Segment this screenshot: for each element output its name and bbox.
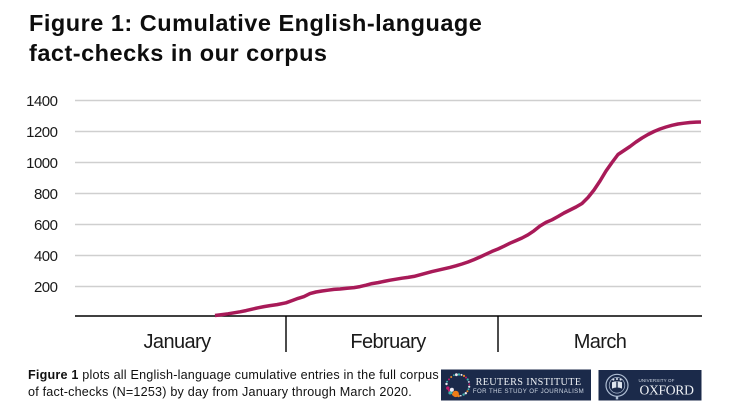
svg-text:March: March — [574, 331, 627, 353]
svg-text:200: 200 — [34, 279, 58, 296]
svg-text:400: 400 — [34, 248, 58, 265]
svg-text:1200: 1200 — [26, 124, 58, 141]
svg-text:1000: 1000 — [26, 155, 58, 172]
svg-text:February: February — [350, 331, 426, 353]
svg-text:600: 600 — [34, 217, 58, 234]
svg-text:800: 800 — [34, 186, 58, 203]
svg-text:1400: 1400 — [26, 93, 58, 110]
svg-text:January: January — [144, 331, 212, 353]
